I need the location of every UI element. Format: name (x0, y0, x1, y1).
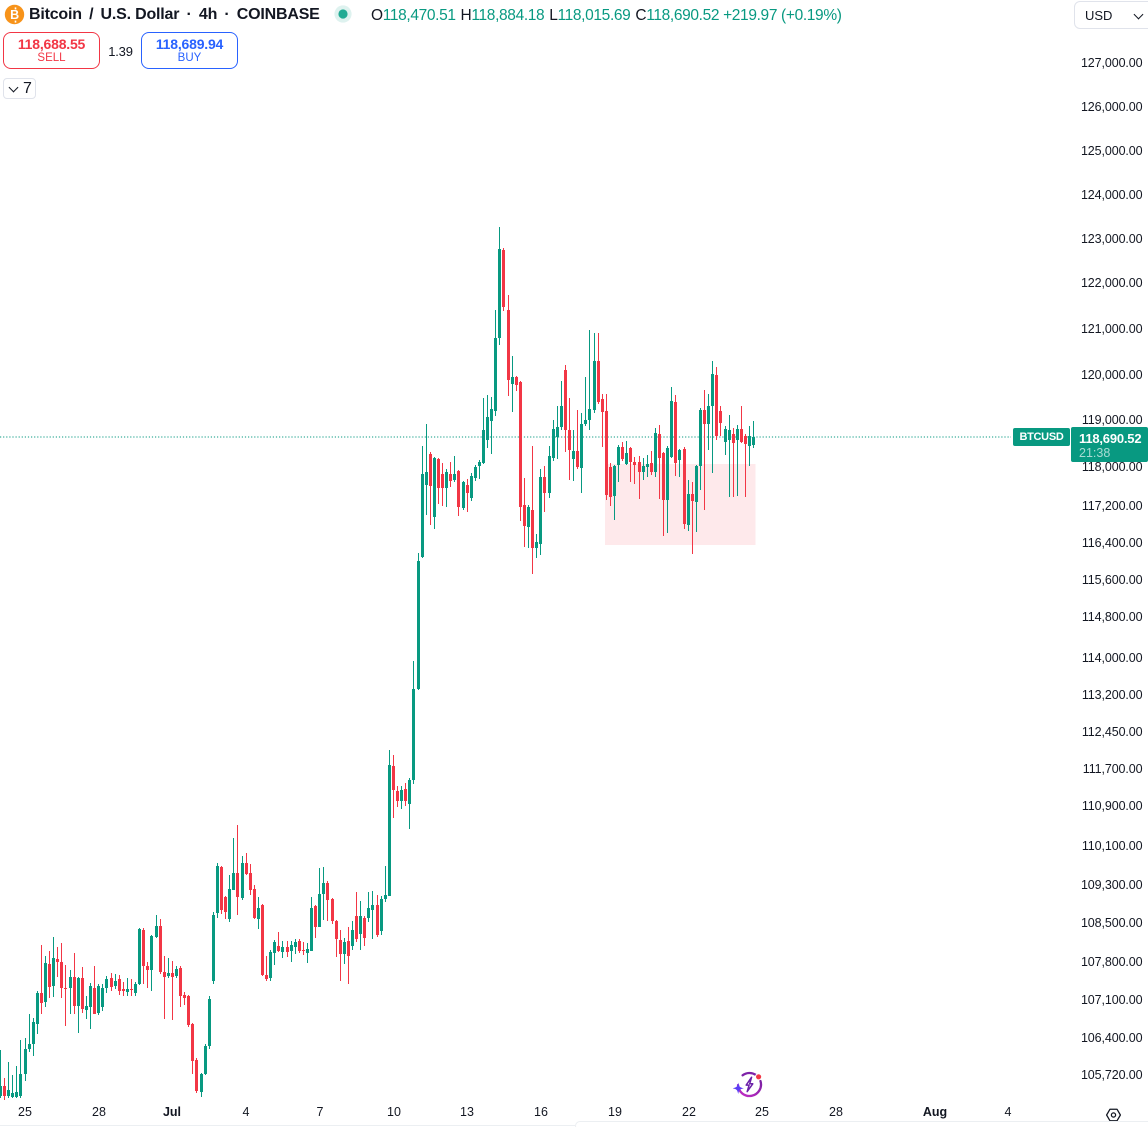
svg-text:B: B (10, 8, 19, 22)
